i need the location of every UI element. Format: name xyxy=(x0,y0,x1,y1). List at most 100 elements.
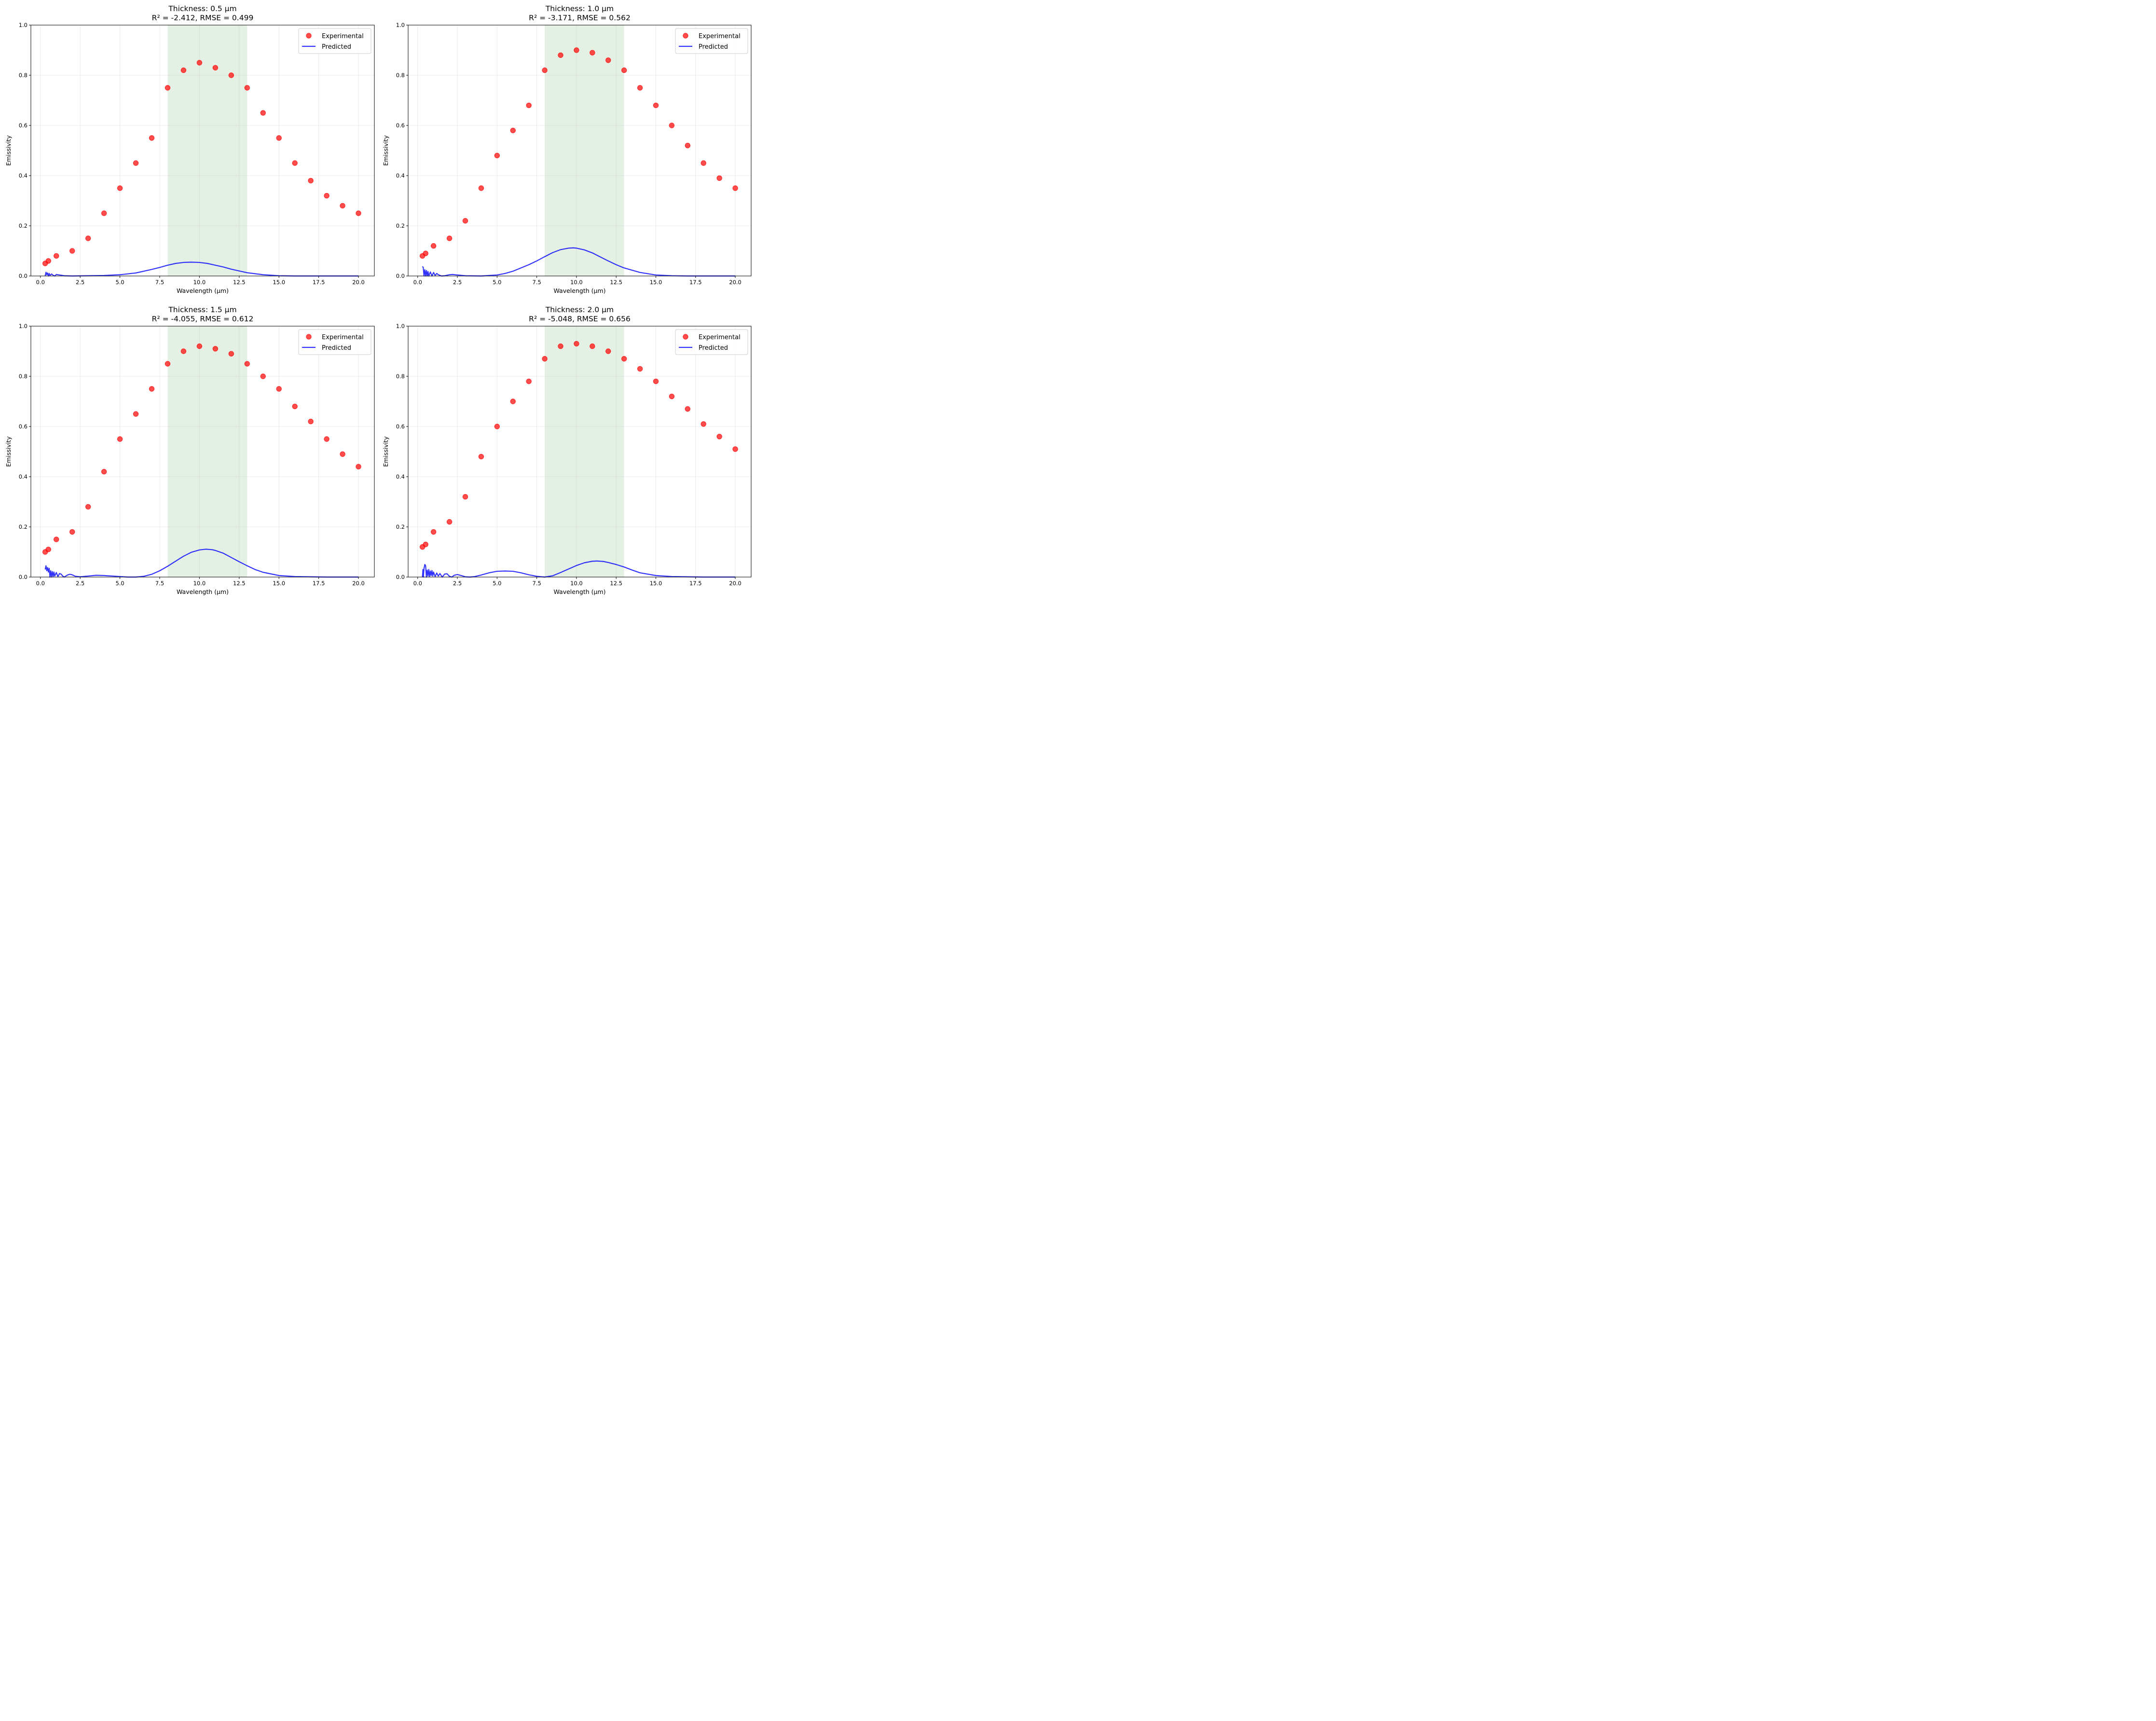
x-tick-label: 5.0 xyxy=(115,279,124,286)
experimental-point xyxy=(700,160,706,166)
y-tick-label: 1.0 xyxy=(19,323,27,330)
experimental-point xyxy=(276,135,282,141)
experimental-point xyxy=(149,386,155,392)
experimental-point xyxy=(637,85,643,91)
panel-3: Thickness: 2.0 µm R² = -5.048, RMSE = 0.… xyxy=(382,305,752,595)
experimental-point xyxy=(292,403,298,410)
atmospheric-window-band xyxy=(545,25,624,276)
experimental-point xyxy=(69,529,75,535)
panel-subtitle: R² = -3.171, RMSE = 0.562 xyxy=(529,14,631,22)
x-tick-label: 12.5 xyxy=(233,279,246,286)
x-tick-label: 0.0 xyxy=(413,279,422,286)
atmospheric-window-band xyxy=(545,326,624,577)
legend-label-predicted: Predicted xyxy=(322,43,351,51)
panel-subtitle: R² = -4.055, RMSE = 0.612 xyxy=(152,315,254,323)
experimental-point xyxy=(117,436,123,442)
experimental-point xyxy=(212,65,219,71)
x-axis-label: Wavelength (µm) xyxy=(553,287,605,294)
x-tick-label: 17.5 xyxy=(313,580,325,587)
y-tick-label: 1.0 xyxy=(396,22,405,28)
experimental-point xyxy=(590,50,595,55)
predicted-line xyxy=(44,262,359,277)
axes-frame xyxy=(408,25,752,276)
x-tick-label: 0.0 xyxy=(36,580,45,587)
y-tick-label: 0.4 xyxy=(19,473,27,480)
experimental-point xyxy=(430,243,437,249)
experimental-point xyxy=(558,343,563,349)
panel-title: Thickness: 1.0 µm xyxy=(545,4,614,13)
y-tick-label: 1.0 xyxy=(19,22,27,28)
legend-box xyxy=(675,329,748,355)
x-axis-label: Wavelength (µm) xyxy=(177,588,229,595)
x-axis-label: Wavelength (µm) xyxy=(177,287,229,294)
x-tick-label: 2.5 xyxy=(453,580,462,587)
plot-area xyxy=(408,326,751,577)
legend-label-experimental: Experimental xyxy=(322,334,364,341)
experimental-point xyxy=(621,67,627,73)
experimental-point xyxy=(542,67,548,73)
experimental-point xyxy=(196,343,203,349)
experimental-point xyxy=(653,102,659,109)
experimental-point xyxy=(558,52,563,58)
experimental-point xyxy=(180,67,187,73)
experimental-point xyxy=(462,218,468,224)
y-tick-label: 0.4 xyxy=(19,172,27,179)
experimental-point xyxy=(133,160,139,166)
experimental-point xyxy=(590,343,595,349)
legend-marker-experimental xyxy=(306,33,312,39)
experimental-point xyxy=(54,253,59,259)
y-tick-label: 0.0 xyxy=(19,574,27,580)
legend-box xyxy=(298,28,371,54)
y-tick-label: 0.8 xyxy=(19,373,27,380)
y-tick-label: 0.4 xyxy=(396,172,405,179)
y-tick-label: 0.2 xyxy=(396,222,405,229)
experimental-point xyxy=(165,361,171,367)
x-tick-label: 2.5 xyxy=(453,279,462,286)
x-tick-label: 15.0 xyxy=(273,580,285,587)
experimental-point xyxy=(308,178,314,184)
experimental-point xyxy=(732,185,738,191)
x-tick-label: 2.5 xyxy=(76,580,84,587)
experimental-point xyxy=(716,434,722,440)
x-tick-label: 0.0 xyxy=(413,580,422,587)
legend-marker-experimental xyxy=(306,334,312,340)
experimental-point xyxy=(149,135,155,141)
atmospheric-window-band xyxy=(167,326,247,577)
x-tick-label: 10.0 xyxy=(570,279,583,286)
experimental-point xyxy=(542,356,548,362)
panel-0: Thickness: 0.5 µm R² = -2.412, RMSE = 0.… xyxy=(5,4,375,294)
x-tick-label: 15.0 xyxy=(650,279,662,286)
experimental-point xyxy=(180,348,187,354)
experimental-point xyxy=(685,406,691,412)
experimental-point xyxy=(669,393,675,399)
experimental-point xyxy=(423,541,428,548)
panel-subtitle: R² = -2.412, RMSE = 0.499 xyxy=(152,14,254,22)
y-tick-label: 0.6 xyxy=(19,423,27,430)
experimental-point xyxy=(605,348,611,354)
x-tick-label: 10.0 xyxy=(193,279,206,286)
y-tick-label: 0.2 xyxy=(19,523,27,530)
experimental-point xyxy=(494,424,500,429)
experimental-point xyxy=(45,258,51,264)
experimental-point xyxy=(324,193,330,199)
experimental-point xyxy=(637,366,643,372)
x-tick-label: 12.5 xyxy=(233,580,246,587)
experimental-point xyxy=(356,464,361,469)
experimental-point xyxy=(85,504,91,510)
y-tick-label: 0.0 xyxy=(19,273,27,279)
plot-area xyxy=(31,25,374,276)
experimental-point xyxy=(196,60,203,66)
experimental-point xyxy=(462,494,468,500)
experimental-point xyxy=(45,547,51,552)
x-tick-label: 17.5 xyxy=(689,580,702,587)
atmospheric-window-band xyxy=(167,25,247,276)
legend-label-predicted: Predicted xyxy=(699,43,728,51)
experimental-point xyxy=(526,378,532,385)
x-tick-label: 5.0 xyxy=(493,279,501,286)
y-axis-label: Emissivity xyxy=(382,135,389,166)
experimental-point xyxy=(228,351,234,357)
x-tick-label: 12.5 xyxy=(610,279,622,286)
axes-frame xyxy=(408,326,752,578)
experimental-point xyxy=(324,436,330,442)
experimental-point xyxy=(101,210,107,216)
